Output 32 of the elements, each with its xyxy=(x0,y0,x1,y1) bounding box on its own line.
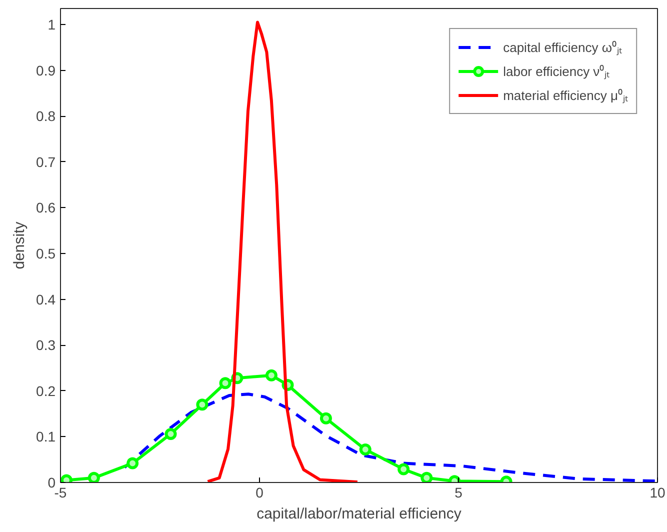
point xyxy=(196,398,208,411)
x-tick-label: 5 xyxy=(454,484,463,500)
point xyxy=(219,377,232,390)
y-tick-label: 0.9 xyxy=(36,62,56,78)
legend-label: capital efficiency ω⁰ⱼₜ xyxy=(503,39,622,56)
legend-label: material efficiency μ⁰ⱼₜ xyxy=(503,87,628,104)
point xyxy=(164,428,177,440)
y-tick-label: 0.4 xyxy=(36,291,56,308)
point xyxy=(420,472,433,482)
point xyxy=(88,472,100,482)
y-axis-title: density xyxy=(11,221,28,270)
point xyxy=(265,369,278,382)
y-tick-label: 0.6 xyxy=(36,200,56,216)
y-tick-label: 1 xyxy=(48,16,56,33)
y-tick-label: 0 xyxy=(48,474,56,490)
line-series xyxy=(206,20,359,482)
point xyxy=(126,457,139,470)
y-tick-label: 0.7 xyxy=(36,154,56,170)
x-axis-title: capital/labor/material efficiency xyxy=(256,506,462,522)
y-tick-label: 0.2 xyxy=(36,382,56,399)
y-tick-label: 0.1 xyxy=(36,428,56,445)
point xyxy=(398,463,410,476)
y-tick-label: 0.8 xyxy=(36,108,56,124)
legend-label: labor efficiency ν⁰ⱼₜ xyxy=(503,63,610,80)
y-tick-label: 0.3 xyxy=(36,337,56,354)
x-tick-label: 10 xyxy=(650,484,666,500)
y-tick-label: 0.5 xyxy=(36,246,56,262)
x-tick-label: -5 xyxy=(54,484,67,500)
line-series xyxy=(123,392,658,482)
point xyxy=(320,412,332,424)
x-tick-label: 0 xyxy=(256,484,264,500)
point xyxy=(359,444,372,456)
